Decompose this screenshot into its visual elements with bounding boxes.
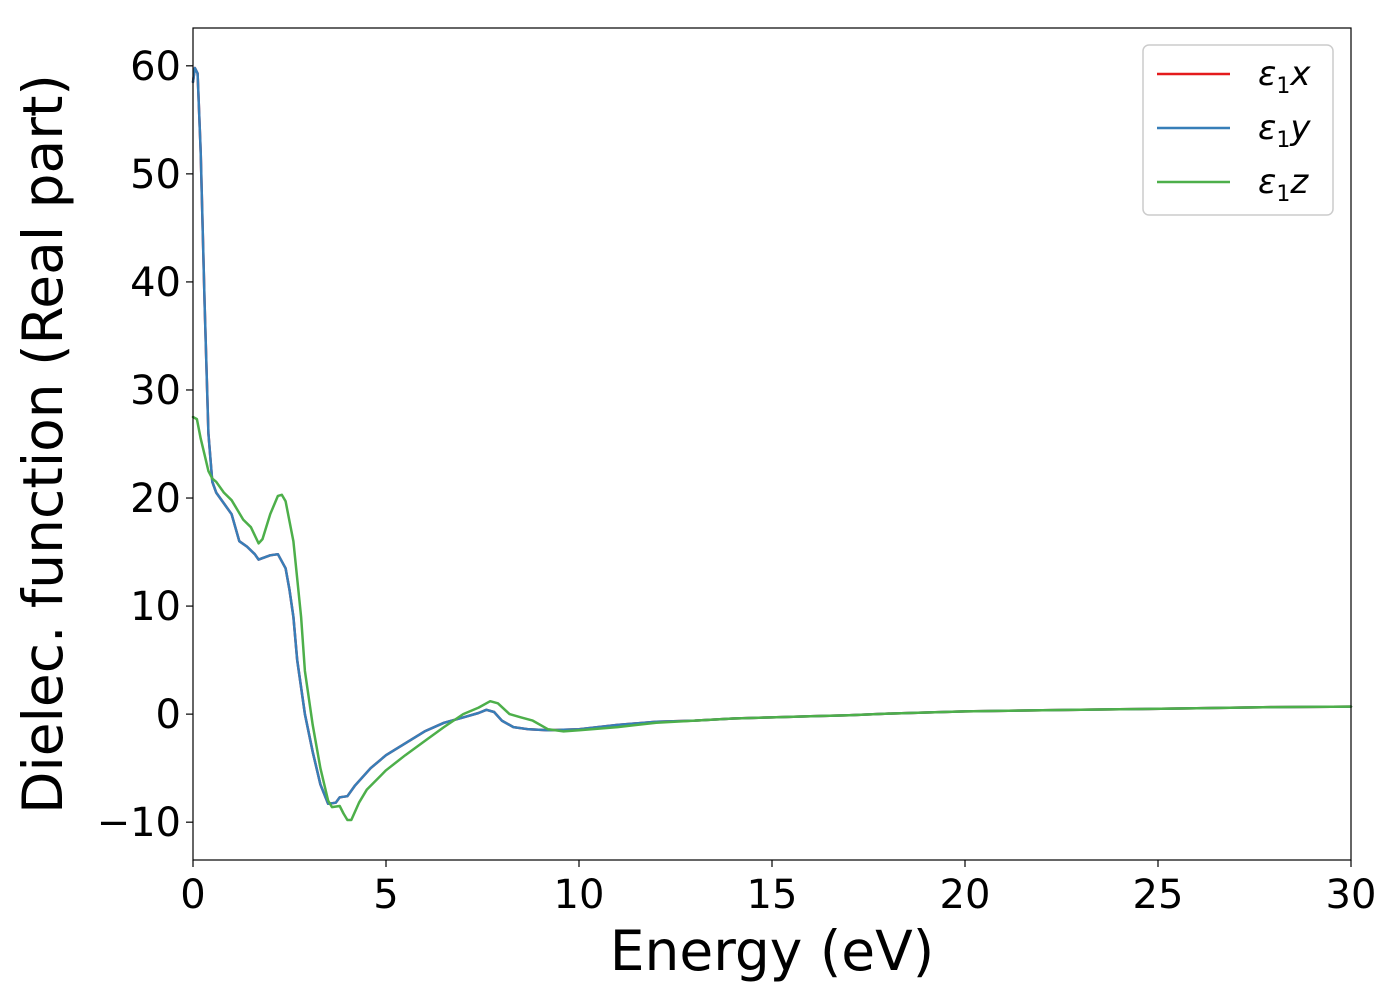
legend-label-x: ε1x bbox=[1258, 54, 1311, 99]
x-tick-label: 15 bbox=[747, 872, 798, 918]
x-axis-label: Energy (eV) bbox=[610, 919, 934, 983]
x-tick-label: 0 bbox=[180, 872, 205, 918]
y-tick-label: 60 bbox=[130, 44, 181, 90]
series-layer bbox=[191, 66, 1353, 822]
legend: ε1x ε1y ε1z bbox=[1142, 44, 1334, 216]
x-tick-label: 25 bbox=[1133, 872, 1184, 918]
legend-label-z: ε1z bbox=[1258, 162, 1309, 207]
legend-label-y: ε1y bbox=[1258, 108, 1311, 153]
x-tick-label: 30 bbox=[1326, 872, 1377, 918]
x-axis-ticks: 0 5 10 15 20 25 30 bbox=[180, 860, 1376, 918]
x-tick-label: 20 bbox=[940, 872, 991, 918]
x-tick-label: 10 bbox=[554, 872, 605, 918]
y-tick-label: 10 bbox=[130, 584, 181, 630]
y-axis-label: Dielec. function (Real part) bbox=[11, 74, 75, 814]
y-tick-label: 40 bbox=[130, 260, 181, 306]
y-tick-label: 30 bbox=[130, 368, 181, 414]
y-tick-label: −10 bbox=[97, 800, 181, 846]
y-tick-label: 0 bbox=[156, 692, 181, 738]
y-axis-ticks: −10 0 10 20 30 40 50 60 bbox=[97, 44, 193, 846]
y-tick-label: 50 bbox=[130, 152, 181, 198]
y-tick-label: 20 bbox=[130, 476, 181, 522]
x-tick-label: 5 bbox=[373, 872, 398, 918]
series-line-z bbox=[191, 415, 1353, 822]
legend-box bbox=[1142, 44, 1334, 216]
